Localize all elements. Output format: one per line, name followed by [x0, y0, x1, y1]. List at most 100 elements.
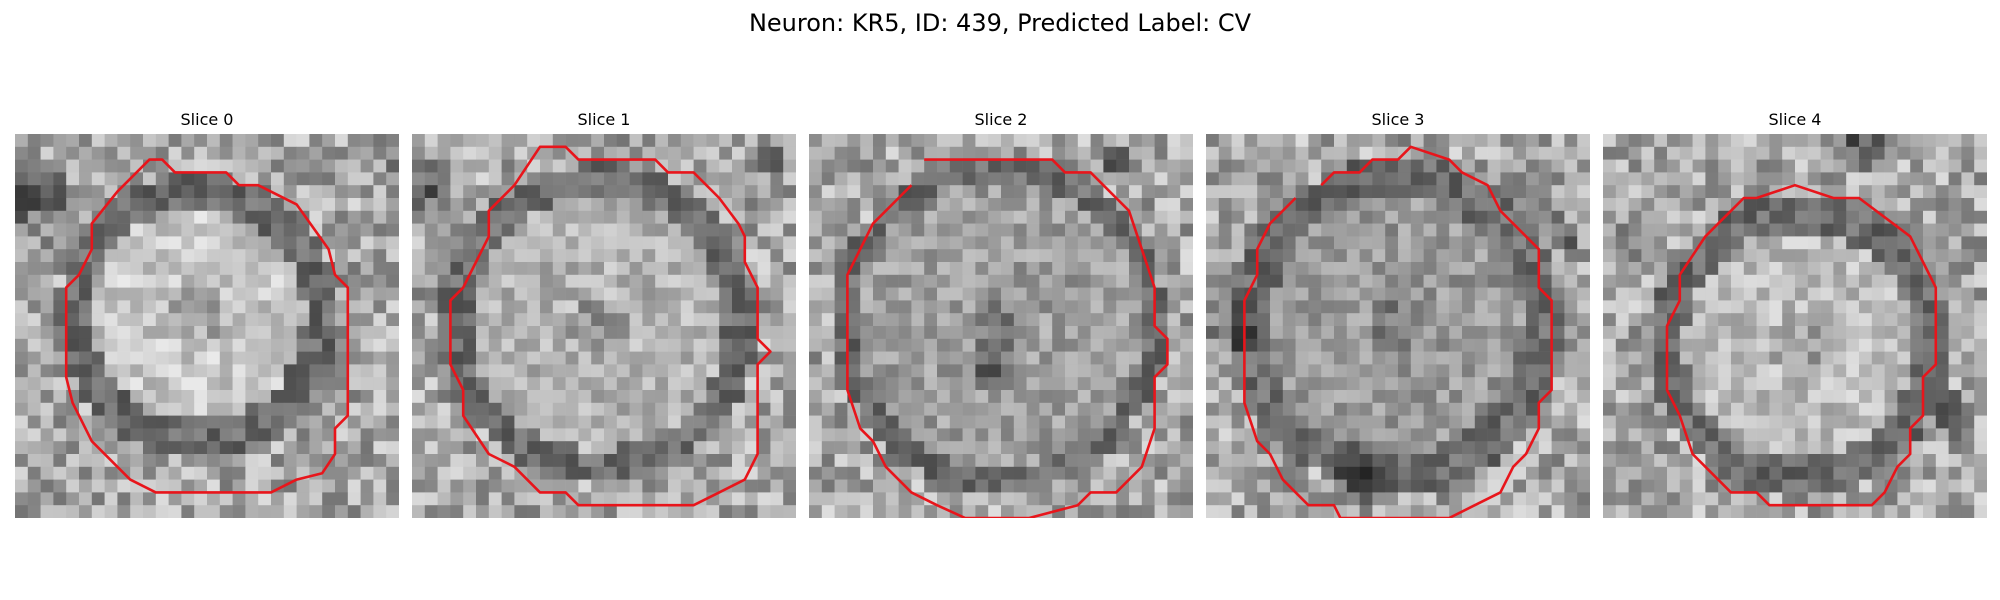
image-pixel — [219, 415, 233, 429]
image-pixel — [1513, 210, 1527, 224]
image-pixel — [1974, 377, 1987, 391]
image-pixel — [1231, 351, 1245, 365]
image-pixel — [1474, 454, 1488, 468]
image-pixel — [540, 274, 554, 288]
image-pixel — [1500, 415, 1514, 429]
image-pixel — [1743, 274, 1757, 288]
image-pixel — [1474, 274, 1488, 288]
image-pixel — [514, 313, 528, 327]
image-pixel — [1167, 223, 1181, 237]
image-pixel — [1231, 454, 1245, 468]
image-pixel — [296, 505, 310, 518]
image-pixel — [1206, 172, 1220, 186]
image-pixel — [1410, 210, 1424, 224]
image-pixel — [860, 326, 874, 340]
image-pixel — [476, 364, 490, 378]
image-pixel — [1603, 313, 1617, 327]
image-pixel — [1090, 390, 1104, 404]
image-pixel — [245, 338, 259, 352]
image-pixel — [1180, 300, 1193, 314]
image-pixel — [1257, 198, 1271, 212]
image-pixel — [271, 287, 285, 301]
image-pixel — [437, 351, 451, 365]
image-pixel — [1705, 415, 1719, 429]
image-pixel — [1449, 274, 1463, 288]
image-pixel — [1077, 236, 1091, 250]
image-pixel — [616, 185, 630, 199]
image-pixel — [1257, 134, 1271, 148]
image-pixel — [360, 428, 374, 442]
image-pixel — [1372, 492, 1386, 506]
image-pixel — [412, 351, 426, 365]
image-pixel — [706, 198, 720, 212]
image-pixel — [309, 287, 323, 301]
image-pixel — [911, 274, 925, 288]
image-pixel — [1526, 402, 1540, 416]
image-pixel — [1167, 300, 1181, 314]
image-pixel — [360, 313, 374, 327]
image-pixel — [565, 377, 579, 391]
image-pixel — [104, 402, 118, 416]
image-pixel — [1654, 249, 1668, 263]
image-pixel — [1731, 159, 1745, 173]
image-pixel — [412, 249, 426, 263]
image-pixel — [1769, 364, 1783, 378]
image-pixel — [1871, 390, 1885, 404]
image-pixel — [1884, 390, 1898, 404]
image-pixel — [1782, 172, 1796, 186]
image-pixel — [207, 223, 221, 237]
image-pixel — [463, 402, 477, 416]
image-pixel — [1436, 287, 1450, 301]
image-pixel — [1884, 364, 1898, 378]
image-pixel — [309, 338, 323, 352]
image-pixel — [1500, 428, 1514, 442]
image-pixel — [476, 210, 490, 224]
image-pixel — [757, 505, 771, 518]
image-pixel — [488, 146, 502, 160]
image-pixel — [1218, 428, 1232, 442]
image-pixel — [975, 300, 989, 314]
image-pixel — [1513, 249, 1527, 263]
image-pixel — [347, 428, 361, 442]
image-pixel — [1103, 428, 1117, 442]
image-pixel — [501, 492, 515, 506]
image-pixel — [591, 198, 605, 212]
image-pixel — [360, 441, 374, 455]
image-pixel — [245, 415, 259, 429]
image-pixel — [1026, 454, 1040, 468]
image-pixel — [1410, 479, 1424, 493]
image-pixel — [53, 466, 67, 480]
image-pixel — [1564, 274, 1578, 288]
image-pixel — [770, 185, 784, 199]
image-pixel — [988, 479, 1002, 493]
image-pixel — [744, 249, 758, 263]
image-pixel — [1141, 185, 1155, 199]
image-pixel — [104, 159, 118, 173]
image-pixel — [283, 415, 297, 429]
image-pixel — [655, 210, 669, 224]
image-pixel — [1705, 390, 1719, 404]
image-pixel — [873, 185, 887, 199]
image-pixel — [1077, 300, 1091, 314]
image-pixel — [1410, 159, 1424, 173]
image-pixel — [924, 198, 938, 212]
image-pixel — [949, 249, 963, 263]
image-pixel — [1346, 479, 1360, 493]
image-pixel — [680, 338, 694, 352]
image-pixel — [322, 274, 336, 288]
image-pixel — [1257, 262, 1271, 276]
image-pixel — [1833, 185, 1847, 199]
image-pixel — [91, 287, 105, 301]
image-pixel — [155, 377, 169, 391]
image-pixel — [1564, 428, 1578, 442]
image-pixel — [347, 466, 361, 480]
image-pixel — [744, 364, 758, 378]
image-pixel — [1308, 479, 1322, 493]
image-pixel — [962, 326, 976, 340]
image-pixel — [604, 441, 618, 455]
image-pixel — [168, 415, 182, 429]
image-pixel — [860, 466, 874, 480]
image-pixel — [1013, 415, 1027, 429]
image-pixel — [1782, 428, 1796, 442]
image-pixel — [1244, 134, 1258, 148]
